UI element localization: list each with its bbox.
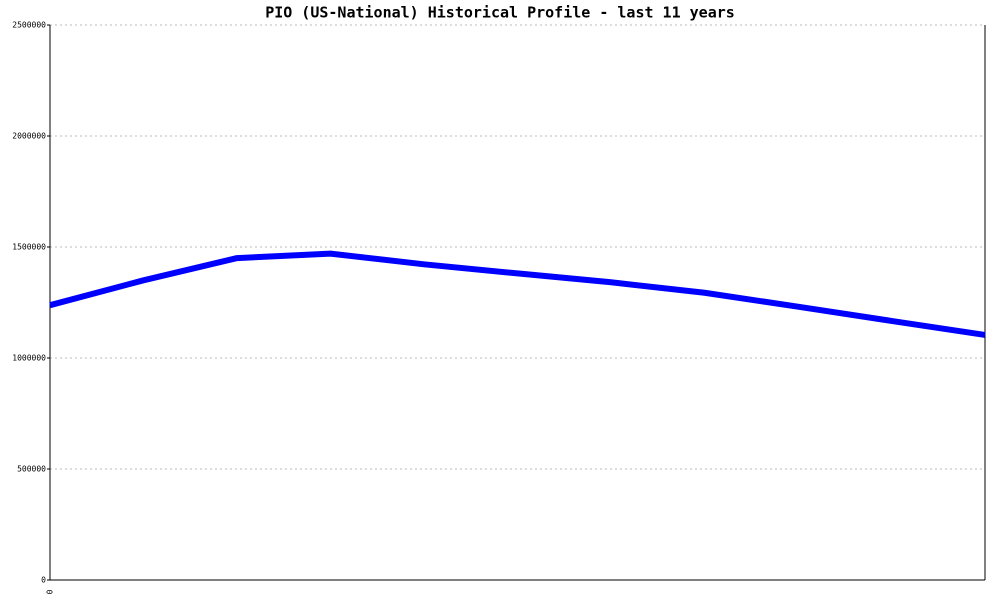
chart-title: PIO (US-National) Historical Profile - l… [265,4,735,22]
y-tick-label: 1500000 [12,243,46,252]
y-tick-label: 2500000 [12,21,46,30]
data-line [49,250,986,338]
y-tick-label: 2000000 [12,132,46,141]
y-tick-label: 500000 [17,465,46,474]
x-tick-label: 0 [46,589,55,594]
y-tick-label: 0 [41,576,46,585]
y-tick-label: 1000000 [12,354,46,363]
